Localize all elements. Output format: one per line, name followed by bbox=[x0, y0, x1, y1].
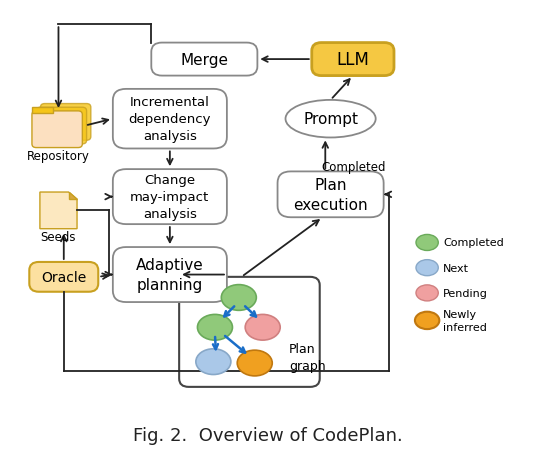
FancyBboxPatch shape bbox=[278, 172, 384, 218]
FancyBboxPatch shape bbox=[113, 248, 227, 302]
Polygon shape bbox=[40, 193, 77, 229]
Ellipse shape bbox=[237, 350, 272, 376]
Text: Newly
inferred: Newly inferred bbox=[443, 310, 487, 332]
FancyBboxPatch shape bbox=[36, 108, 87, 144]
FancyBboxPatch shape bbox=[151, 44, 257, 76]
Text: Merge: Merge bbox=[180, 52, 228, 68]
Ellipse shape bbox=[196, 349, 231, 375]
FancyBboxPatch shape bbox=[29, 263, 98, 292]
Text: Repository: Repository bbox=[27, 150, 90, 163]
Ellipse shape bbox=[197, 315, 233, 340]
Text: Adaptive
planning: Adaptive planning bbox=[136, 257, 204, 292]
Ellipse shape bbox=[245, 315, 280, 340]
Ellipse shape bbox=[416, 285, 438, 301]
Ellipse shape bbox=[286, 100, 376, 138]
Text: Seeds: Seeds bbox=[41, 231, 76, 244]
Text: Plan
graph: Plan graph bbox=[289, 342, 326, 372]
FancyBboxPatch shape bbox=[312, 44, 394, 76]
Text: Pending: Pending bbox=[443, 288, 488, 298]
Text: LLM: LLM bbox=[337, 51, 369, 69]
Text: Prompt: Prompt bbox=[303, 112, 358, 127]
Text: Completed: Completed bbox=[443, 238, 504, 248]
Polygon shape bbox=[69, 193, 77, 200]
Text: Plan
execution: Plan execution bbox=[293, 177, 368, 212]
FancyBboxPatch shape bbox=[40, 104, 91, 141]
FancyBboxPatch shape bbox=[113, 90, 227, 149]
Ellipse shape bbox=[416, 235, 438, 251]
Ellipse shape bbox=[221, 285, 256, 311]
Text: Change
may-impact
analysis: Change may-impact analysis bbox=[130, 174, 210, 221]
Text: Oracle: Oracle bbox=[41, 270, 86, 284]
Ellipse shape bbox=[415, 312, 440, 329]
Text: Next: Next bbox=[443, 263, 469, 273]
Text: Fig. 2.  Overview of CodePlan.: Fig. 2. Overview of CodePlan. bbox=[133, 426, 403, 444]
Ellipse shape bbox=[416, 260, 438, 276]
FancyBboxPatch shape bbox=[179, 277, 319, 387]
FancyBboxPatch shape bbox=[32, 112, 83, 148]
Text: Incremental
dependency
analysis: Incremental dependency analysis bbox=[129, 96, 211, 143]
Text: Completed: Completed bbox=[322, 161, 386, 174]
FancyBboxPatch shape bbox=[32, 108, 53, 113]
FancyBboxPatch shape bbox=[113, 170, 227, 225]
